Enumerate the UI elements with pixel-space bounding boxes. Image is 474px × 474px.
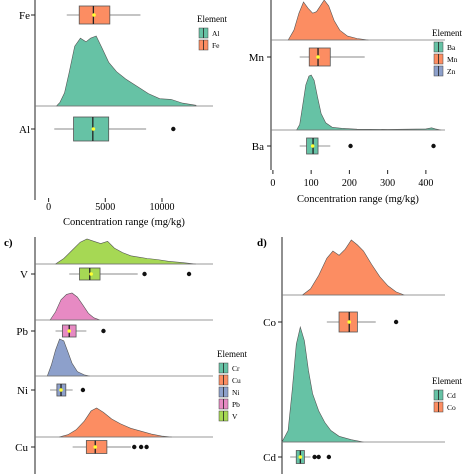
legend-label: Zn xyxy=(447,67,456,76)
category-label: Mn xyxy=(249,52,265,64)
legend-label: Al xyxy=(212,29,220,38)
legend-title: Element xyxy=(197,14,227,24)
density-curve xyxy=(46,338,90,377)
outlier-point xyxy=(393,319,399,325)
series-al: Al xyxy=(19,35,213,142)
category-label: Fe xyxy=(19,10,30,22)
legend-label: Pb xyxy=(232,400,240,409)
legend-label: Cr xyxy=(232,364,240,373)
x-tick-label: 300 xyxy=(380,178,395,189)
legend-label: Fe xyxy=(212,41,220,50)
category-label: Ba xyxy=(252,141,264,153)
x-axis-title: Concentration range (mg/kg) xyxy=(297,194,419,205)
legend: Element Cd Co xyxy=(432,376,462,413)
category-label: Co xyxy=(263,317,276,329)
panel-label: c) xyxy=(4,237,13,249)
legend-title: Element xyxy=(432,376,462,386)
outlier-point xyxy=(142,271,147,277)
series-mn: Mn xyxy=(249,0,445,67)
mean-dot xyxy=(347,320,352,324)
category-label: Ni xyxy=(17,385,28,397)
legend-label: Co xyxy=(447,403,456,412)
category-label: Al xyxy=(19,124,30,136)
mean-dot xyxy=(89,272,93,276)
box xyxy=(73,116,110,142)
chart-panel-1: 0 100 200 300 400 Concentration range (mg/kg)… xyxy=(249,0,462,205)
category-label: V xyxy=(20,269,28,281)
x-tick-label: 5000 xyxy=(95,202,115,213)
legend-label: Ba xyxy=(447,43,456,52)
x-tick-label: 400 xyxy=(418,178,433,189)
outlier-point xyxy=(171,126,176,132)
mean-dot xyxy=(310,144,315,148)
chart-panel-2: c) Cu Ni Pb V Element Cr Cu Ni Pb V xyxy=(4,237,247,474)
density-curve xyxy=(58,407,172,438)
mean-dot xyxy=(298,455,303,459)
mean-dot xyxy=(91,127,96,131)
x-axis-title: Concentration range (mg/kg) xyxy=(63,217,185,228)
legend-label: Mn xyxy=(447,55,458,64)
category-label: Cu xyxy=(15,442,28,454)
legend: Element Cr Cu Ni Pb V xyxy=(217,349,247,422)
mean-dot xyxy=(59,388,63,392)
x-tick-label: 10000 xyxy=(149,202,174,213)
chart-panel-3: d) Cd Co Element Cd Co xyxy=(257,237,462,474)
outlier-point xyxy=(186,271,192,277)
legend-title: Element xyxy=(217,349,247,359)
x-tick-label: 0 xyxy=(270,178,275,189)
legend-label: Ni xyxy=(232,388,240,397)
density-curve xyxy=(55,35,197,107)
legend: Element Ba Mn Zn xyxy=(432,28,462,77)
series-cd: Cd xyxy=(263,325,445,464)
series-cu: Cu xyxy=(15,407,213,454)
panel-label: d) xyxy=(257,237,267,249)
outlier-point xyxy=(138,444,144,450)
series-co: Co xyxy=(263,239,445,333)
outlier-point xyxy=(326,454,332,460)
density-curve xyxy=(296,74,442,131)
legend-label: V xyxy=(232,412,238,421)
outlier-point xyxy=(80,387,86,393)
outlier-point xyxy=(316,454,321,460)
outlier-point xyxy=(348,143,353,149)
x-tick-label: 0 xyxy=(46,202,51,213)
outlier-point xyxy=(101,328,106,334)
category-label: Cd xyxy=(263,452,276,464)
outlier-point xyxy=(144,444,149,450)
outlier-point xyxy=(312,454,317,460)
series-ba: Ba xyxy=(252,74,445,155)
mean-dot xyxy=(316,55,320,59)
outlier-point xyxy=(132,444,137,450)
chart-panel-0: 0 5000 10000 Concentration range (mg/kg) Al F… xyxy=(19,0,227,228)
series-v: V xyxy=(20,238,213,281)
legend: Element Al Fe xyxy=(197,14,227,51)
category-label: Pb xyxy=(16,326,28,338)
mean-dot xyxy=(92,13,96,17)
series-pb: Pb xyxy=(16,292,213,338)
density-curve xyxy=(49,292,101,321)
outlier-point xyxy=(431,143,436,149)
series-fe: Fe xyxy=(19,5,141,25)
legend-title: Element xyxy=(432,28,462,38)
density-curve xyxy=(287,0,369,41)
mean-dot xyxy=(67,329,72,333)
x-tick-label: 100 xyxy=(304,178,319,189)
legend-label: Cd xyxy=(447,391,456,400)
density-curve xyxy=(281,325,364,443)
x-tick-label: 200 xyxy=(342,178,357,189)
density-curve xyxy=(301,239,405,296)
mean-dot xyxy=(93,445,98,449)
series-ni: Ni xyxy=(17,338,213,397)
legend-label: Cu xyxy=(232,376,241,385)
density-curve xyxy=(54,238,196,265)
